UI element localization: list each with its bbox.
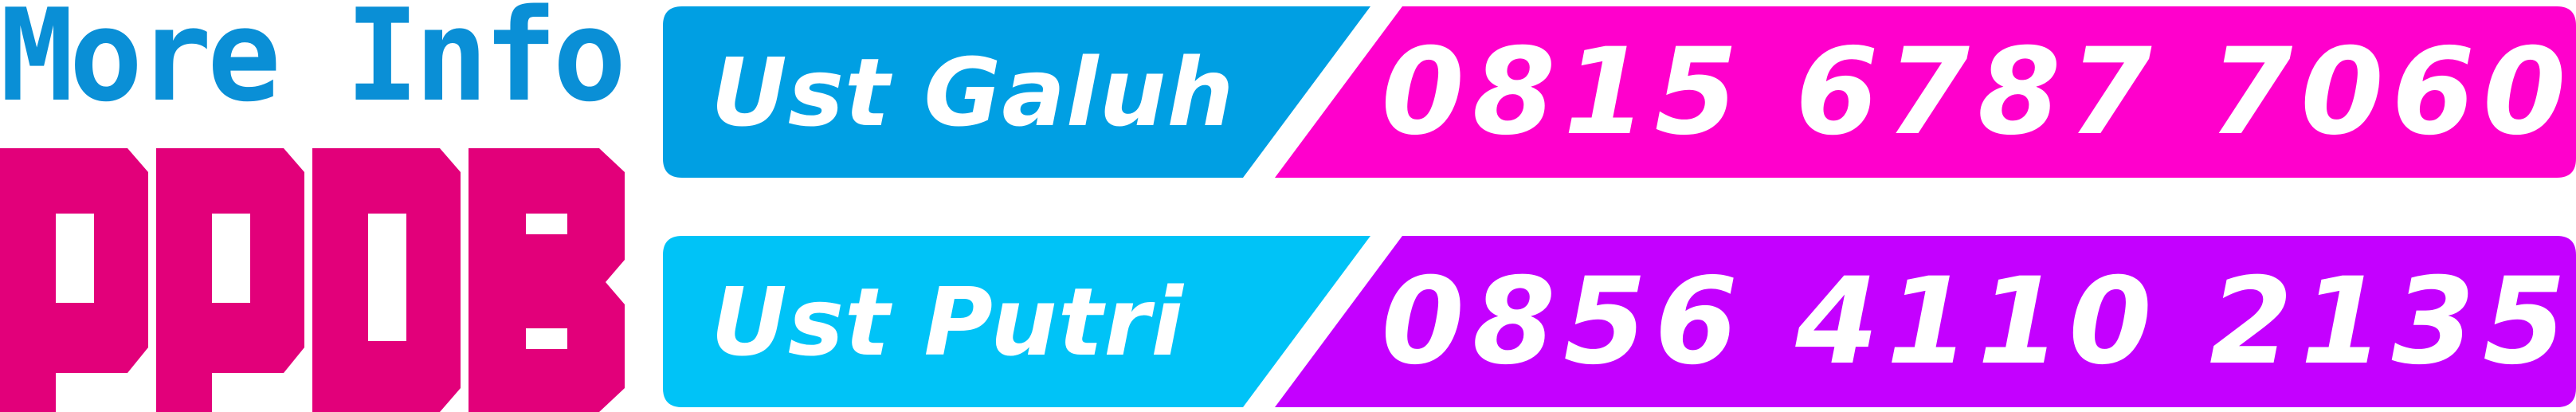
contact-name: Ust Galuh: [711, 37, 1235, 147]
phone-panel-bg: [1275, 236, 2576, 407]
ppdb-letter-d: [312, 148, 461, 412]
contact-phone[interactable]: 0856 4110 2135: [1381, 252, 2574, 391]
contact-list: Ust Galuh 0815 6787 7060 Ust Putri 0856 …: [663, 0, 2576, 412]
phone-panel-bg: [1275, 6, 2576, 178]
contact-name: Ust Putri: [711, 266, 1184, 377]
ppdb-logo: [0, 148, 629, 412]
ppdb-letter-p2: [156, 148, 304, 412]
more-info-heading: More Info: [0, 0, 626, 130]
contact-row-putri: Ust Putri 0856 4110 2135: [663, 236, 2576, 407]
ppdb-letter-p1: [0, 148, 148, 412]
name-panel-bg: [663, 236, 1370, 407]
left-title-block: More Info: [0, 0, 629, 412]
ppdb-letter-b: [469, 148, 625, 412]
contact-phone[interactable]: 0815 6787 7060: [1381, 22, 2574, 162]
contact-row-galuh: Ust Galuh 0815 6787 7060: [663, 6, 2576, 178]
name-panel-bg: [663, 6, 1370, 178]
